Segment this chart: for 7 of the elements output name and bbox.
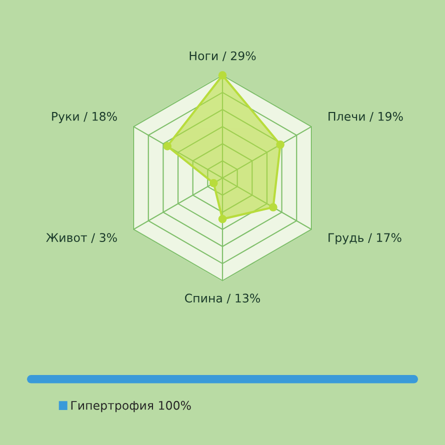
spoke-label: Плечи / 19% (328, 112, 403, 122)
spoke-label: Ноги / 29% (190, 51, 256, 62)
spoke-label: Грудь / 17% (328, 233, 402, 244)
spoke-label: Спина / 13% (185, 294, 260, 304)
spoke-label: Живот / 3% (46, 233, 117, 243)
spoke-label: Руки / 18% (52, 112, 117, 124)
text: Гипертрофия 100% (71, 400, 191, 412)
